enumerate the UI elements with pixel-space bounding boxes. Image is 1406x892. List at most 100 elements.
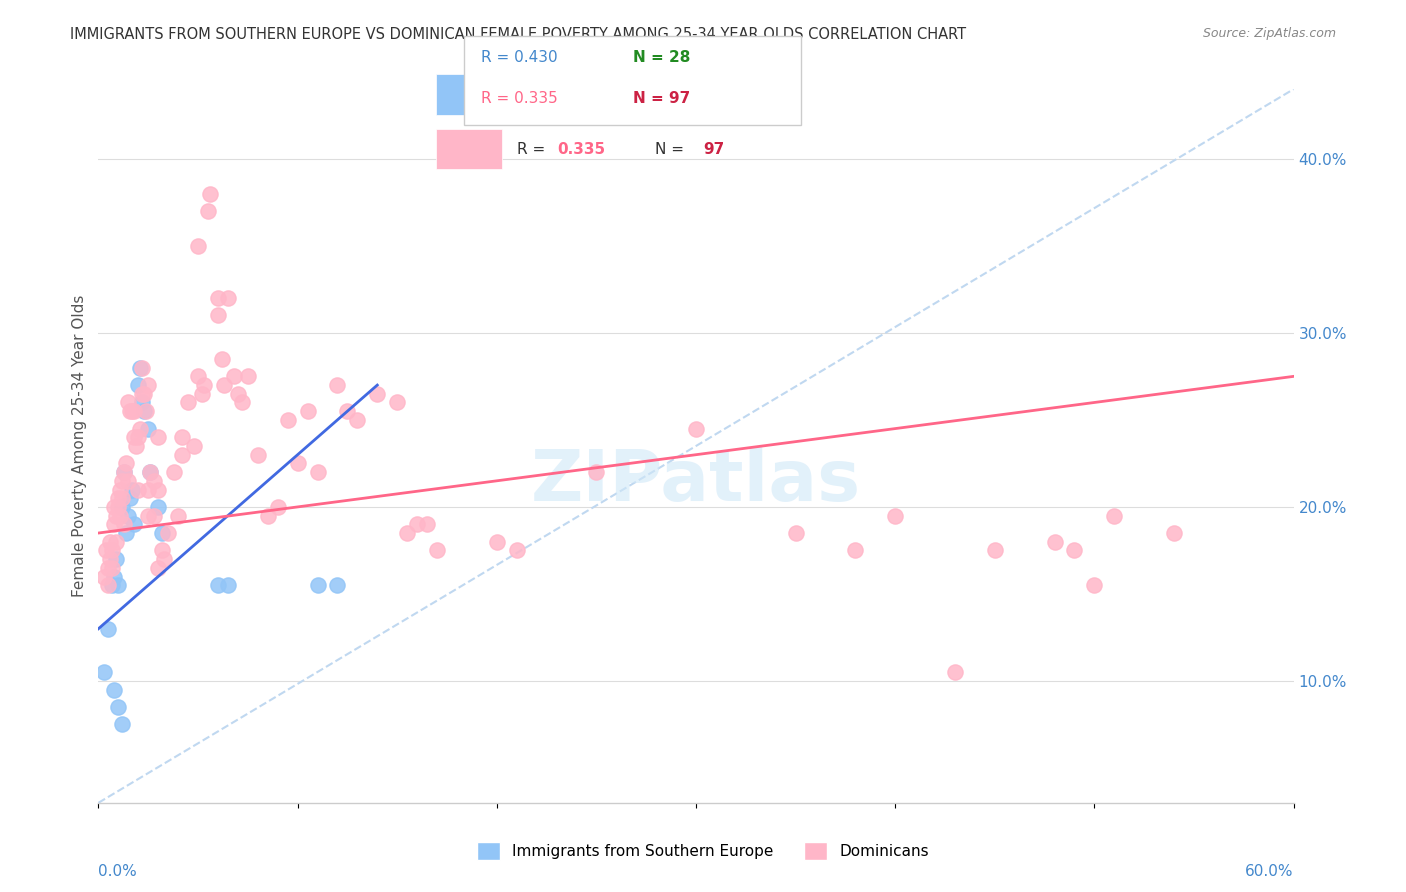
Point [187, 369, 209, 384]
Point [150, 543, 173, 558]
Point [110, 483, 132, 497]
Point [127, 378, 149, 392]
Point [100, 534, 122, 549]
Y-axis label: Female Poverty Among 25-34 Year Olds: Female Poverty Among 25-34 Year Olds [72, 295, 87, 597]
Point [101, 578, 124, 592]
Text: R =: R = [516, 87, 550, 103]
Point [148, 430, 170, 444]
Point [222, 369, 245, 384]
Point [131, 386, 153, 401]
Point [211, 351, 233, 366]
Point [207, 291, 229, 305]
Point [124, 517, 146, 532]
Point [198, 186, 221, 201]
Point [110, 508, 132, 523]
Point [1043, 534, 1066, 549]
Point [844, 543, 866, 558]
Point [148, 561, 170, 575]
Point [172, 448, 194, 462]
Point [336, 404, 359, 418]
Point [585, 465, 607, 479]
Point [107, 700, 129, 714]
Point [385, 395, 409, 409]
Point [485, 534, 508, 549]
Point [197, 204, 219, 219]
Point [172, 430, 194, 444]
Text: R = 0.335: R = 0.335 [481, 91, 558, 105]
Point [139, 465, 162, 479]
FancyBboxPatch shape [436, 128, 502, 169]
Point [111, 491, 134, 506]
Point [93, 665, 115, 680]
Point [117, 508, 139, 523]
Point [97, 578, 120, 592]
Point [191, 386, 214, 401]
Point [785, 526, 807, 541]
Point [685, 421, 707, 435]
Point [277, 413, 299, 427]
Point [111, 474, 134, 488]
Point [183, 439, 205, 453]
Point [346, 413, 368, 427]
Legend: Immigrants from Southern Europe, Dominicans: Immigrants from Southern Europe, Dominic… [471, 836, 935, 866]
Point [103, 517, 125, 532]
Point [884, 508, 907, 523]
Point [112, 465, 135, 479]
Point [148, 500, 170, 514]
Point [134, 404, 156, 418]
Point [506, 543, 529, 558]
Point [212, 378, 235, 392]
Text: N =: N = [655, 87, 689, 103]
Point [121, 483, 143, 497]
Text: Source: ZipAtlas.com: Source: ZipAtlas.com [1202, 27, 1336, 40]
Point [103, 500, 125, 514]
Point [256, 508, 278, 523]
FancyBboxPatch shape [436, 74, 502, 114]
Text: 0.430: 0.430 [557, 87, 605, 103]
Text: 28: 28 [703, 87, 724, 103]
Text: N = 28: N = 28 [633, 51, 690, 65]
Point [287, 457, 309, 471]
Point [153, 552, 176, 566]
Point [217, 291, 239, 305]
Text: N =: N = [655, 142, 689, 157]
Point [100, 552, 122, 566]
Point [120, 491, 142, 506]
Point [131, 395, 153, 409]
Point [326, 378, 349, 392]
Point [307, 465, 329, 479]
Point [136, 421, 159, 435]
Point [1163, 526, 1185, 541]
Point [134, 386, 156, 401]
Text: 0.0%: 0.0% [98, 863, 138, 879]
Point [207, 309, 229, 323]
Point [112, 517, 135, 532]
Point [236, 369, 259, 384]
Point [115, 526, 138, 541]
Point [124, 404, 146, 418]
Text: 0.335: 0.335 [557, 142, 605, 157]
Text: N = 97: N = 97 [633, 91, 690, 105]
Point [267, 500, 290, 514]
Text: IMMIGRANTS FROM SOUTHERN EUROPE VS DOMINICAN FEMALE POVERTY AMONG 25-34 YEAR OLD: IMMIGRANTS FROM SOUTHERN EUROPE VS DOMIN… [70, 27, 966, 42]
Point [103, 682, 125, 697]
Point [129, 421, 152, 435]
Point [943, 665, 966, 680]
Point [107, 500, 129, 514]
Text: R =: R = [516, 142, 550, 157]
Point [426, 543, 449, 558]
Text: 60.0%: 60.0% [1246, 863, 1294, 879]
Point [406, 517, 429, 532]
Point [97, 622, 120, 636]
Point [148, 483, 170, 497]
Point [135, 404, 157, 418]
Point [131, 360, 153, 375]
Point [150, 526, 173, 541]
Point [105, 552, 128, 566]
Point [297, 404, 319, 418]
Text: R = 0.430: R = 0.430 [481, 51, 557, 65]
Point [416, 517, 439, 532]
Text: 97: 97 [703, 142, 724, 157]
Point [246, 448, 269, 462]
Point [112, 465, 135, 479]
